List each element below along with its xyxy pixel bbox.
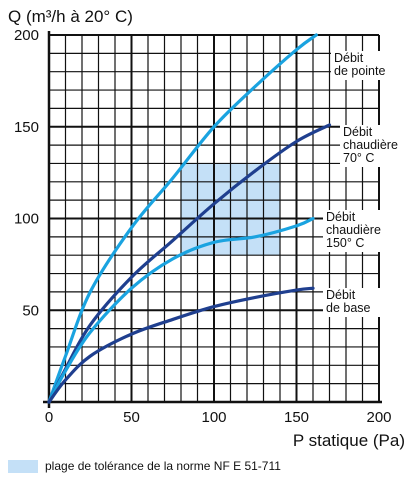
- y-tick-label: 100: [14, 211, 39, 228]
- x-tick-label: 50: [123, 409, 140, 426]
- y-axis-title: Q (m³/h à 20° C): [8, 7, 133, 26]
- legend: plage de tolérance de la norme NF E 51-7…: [8, 459, 281, 473]
- series-label-bg-debit-de-base: [323, 288, 389, 317]
- x-tick-label: 100: [201, 409, 226, 426]
- series-line-debit-chaudiere-70-c: [47, 123, 332, 404]
- y-tick-label: 200: [14, 27, 39, 44]
- y-tick-label: 150: [14, 119, 39, 136]
- series-line-debit-de-pointe: [47, 33, 318, 404]
- series-label-debit-de-pointe: Débit de pointe: [334, 51, 385, 78]
- series-label-bg-debit-chaudiere-70-c: [340, 125, 406, 167]
- legend-swatch: [8, 459, 38, 473]
- x-tick-label: 200: [366, 409, 391, 426]
- series-label-debit-de-base: Débit de base: [326, 288, 371, 315]
- chart-canvas: 0 50 100 150 200 50 100 150 200 Débit de pointe Dé…: [8, 7, 406, 450]
- y-tick-label: 50: [22, 302, 39, 319]
- legend-label: plage de tolérance de la norme NF E 51-7…: [45, 459, 281, 473]
- x-axis-title: P statique (Pa): [293, 431, 405, 450]
- series-label-bg-debit-chaudiere-150-c: [323, 210, 389, 252]
- series-line-debit-chaudiere-150-c: [47, 216, 315, 404]
- series-label-debit-chaudiere-70-c: Débit chaudière 70° C: [343, 125, 398, 165]
- series-label-bg-debit-de-pointe: [331, 51, 397, 80]
- x-tick-label: 0: [45, 409, 53, 426]
- x-tick-label: 150: [284, 409, 309, 426]
- series-line-debit-de-base: [47, 286, 315, 404]
- series-label-debit-chaudiere-150-c: Débit chaudière 150° C: [326, 210, 381, 250]
